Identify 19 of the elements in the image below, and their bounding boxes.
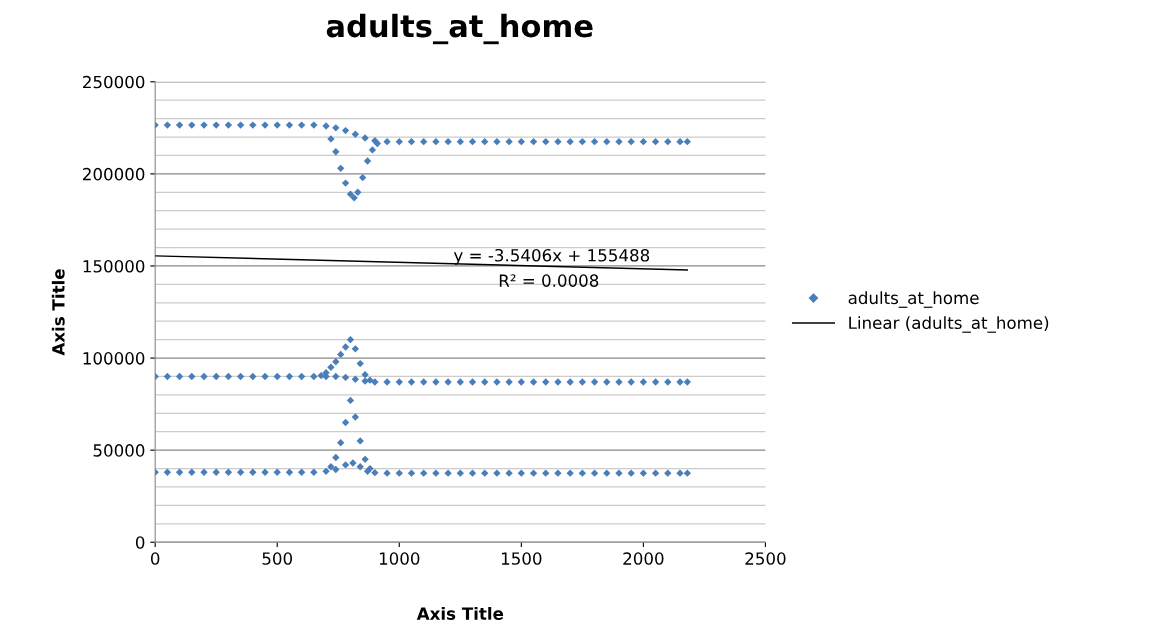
y-tick-label: 200000 [83,167,145,181]
legend-label: Linear (adults_at_home) [849,316,1049,333]
chart-title: adults_at_home [326,13,593,45]
y-tick-label: 100000 [83,352,145,365]
legend-label: adults_at_home [848,291,979,308]
y-tick-label: 0 [135,536,145,549]
x-axis-title: Axis Title [416,606,504,620]
y-tick-label: 250000 [83,75,145,89]
x-tick-label: 500 [262,552,293,565]
x-tick-label: 0 [150,552,160,565]
x-tick-label: 2000 [623,552,664,565]
x-tick-label: 1500 [501,552,542,565]
annotation: y = -3.5406x + 155488 [453,248,650,265]
x-tick-label: 1000 [379,552,420,565]
y-tick-label: 150000 [83,259,145,273]
y-axis-title: Axis Title [51,269,65,356]
y-tick-label: 50000 [93,444,145,457]
x-tick-label: 2500 [745,552,786,565]
annotation: R² = 0.0008 [499,274,599,287]
